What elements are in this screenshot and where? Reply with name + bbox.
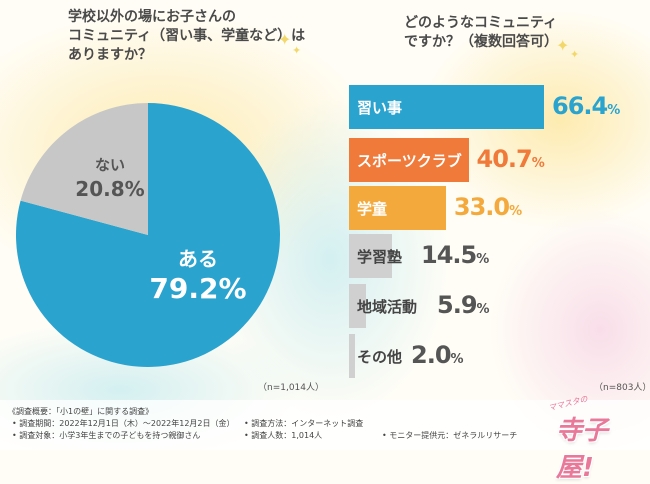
bar-category-label: 学童 bbox=[357, 199, 388, 218]
bar-3: 学童 bbox=[349, 186, 446, 230]
bar-category-label: 地域活動 bbox=[357, 297, 418, 316]
terakoya-logo: ママスタの 寺子屋! bbox=[548, 394, 640, 483]
bar-5: 地域活動 bbox=[349, 284, 417, 328]
bar-value-label: 2.0% bbox=[411, 341, 464, 369]
survey-name: 《調査概要：「小1の壁」に関する調査》 bbox=[8, 407, 154, 416]
sparkle-icon: ✦ bbox=[556, 36, 570, 55]
bar-value-unit: % bbox=[531, 156, 545, 171]
logo-title: 寺子屋! bbox=[556, 416, 609, 483]
bar-value-unit: % bbox=[476, 302, 490, 317]
bar-category-label: スポーツクラブ bbox=[357, 151, 462, 170]
bar-value-label: 5.9% bbox=[437, 291, 490, 319]
right-question-title: どのようなコミュニティ ですか？（複数回答可） bbox=[404, 15, 558, 50]
pie-label-yes: ある bbox=[178, 247, 218, 271]
bar-6: その他 bbox=[349, 334, 402, 378]
bar-1: 習い事 bbox=[349, 85, 544, 129]
pie-label-no: ない bbox=[95, 156, 125, 174]
bar-value-number: 2.0 bbox=[411, 341, 452, 369]
bar-value-label: 40.7% bbox=[476, 145, 545, 173]
bar-value-number: 14.5 bbox=[421, 241, 477, 269]
bar-2: スポーツクラブ bbox=[349, 138, 469, 182]
bar-fill bbox=[349, 334, 355, 378]
bar-value-unit: % bbox=[450, 352, 464, 367]
bar-value-number: 40.7 bbox=[476, 145, 533, 173]
bar-sample-size: （n=803人） bbox=[594, 383, 650, 393]
bar-value-number: 66.4 bbox=[552, 92, 608, 120]
sparkle-icon: ✦ bbox=[570, 48, 580, 61]
sparkle-icon: ✦ bbox=[292, 44, 302, 57]
left-question-title: 学校以外の場にお子さんの コミュニティ（習い事、学童など）は ありますか？ bbox=[68, 9, 306, 63]
bar-fill bbox=[349, 234, 392, 278]
survey-count: • 調査人数：1,014人 bbox=[244, 431, 323, 440]
bar-value-number: 33.0 bbox=[453, 193, 510, 221]
pie-value-yes: 79.2% bbox=[149, 272, 246, 305]
pie-value-no: 20.8% bbox=[75, 177, 144, 201]
sparkle-icon: ✦ bbox=[278, 30, 292, 49]
bar-fill bbox=[349, 284, 367, 328]
pie-slice-no bbox=[20, 103, 148, 235]
survey-footer: 《調査概要：「小1の壁」に関する調査》 • 調査期間：2022年12月1日（木）… bbox=[0, 400, 650, 450]
survey-period: • 調査期間：2022年12月1日（木）〜2022年12月2日（金） bbox=[12, 419, 235, 428]
bar-category-label: 学習塾 bbox=[357, 247, 403, 266]
pie-chart: ない 20.8% ある 79.2% bbox=[15, 103, 281, 367]
bar-value-label: 66.4% bbox=[552, 92, 620, 120]
pie-slice-yes bbox=[15, 103, 281, 367]
survey-target: • 調査対象：小学3年生までの子どもを持つ親御さん bbox=[12, 431, 201, 440]
pie-sample-size: （n=1,014人） bbox=[258, 383, 325, 393]
survey-method: • 調査方法：インターネット調査 bbox=[244, 419, 364, 428]
survey-provider: • モニター提供元：ゼネラルリサーチ bbox=[382, 431, 518, 440]
bar-value-number: 5.9 bbox=[437, 291, 478, 319]
bar-category-label: その他 bbox=[357, 347, 403, 366]
bar-value-label: 14.5% bbox=[421, 241, 489, 269]
bar-value-unit: % bbox=[607, 103, 620, 118]
bar-value-unit: % bbox=[476, 252, 489, 267]
bar-value-label: 33.0% bbox=[453, 193, 522, 221]
bar-category-label: 習い事 bbox=[357, 98, 403, 117]
bar-4: 学習塾 bbox=[349, 234, 402, 278]
bar-value-unit: % bbox=[509, 204, 522, 219]
